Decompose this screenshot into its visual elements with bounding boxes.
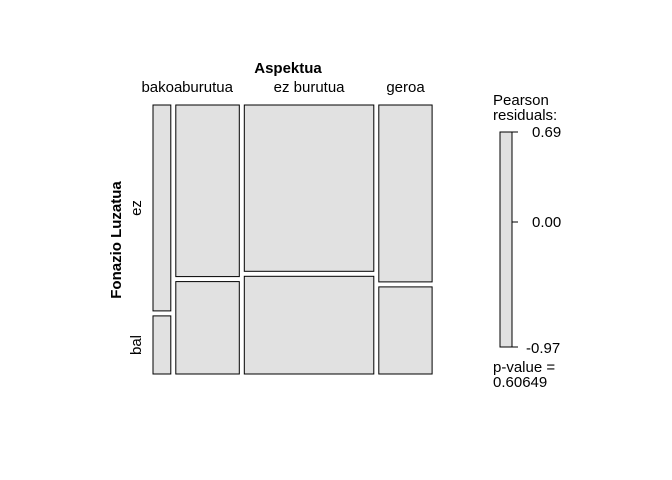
tile-burutua-bal bbox=[175, 281, 240, 375]
x-variable-label: Aspektua bbox=[254, 60, 322, 77]
tile-bakoa-ez bbox=[152, 104, 172, 312]
tile-geroa-bal bbox=[378, 286, 433, 375]
tile-ez-burutua-bal bbox=[243, 275, 375, 375]
row-label-bal: bal bbox=[128, 335, 145, 355]
row-labels: ez bal bbox=[128, 200, 145, 355]
column-label-ez-burutua: ez burutua bbox=[274, 79, 346, 96]
legend-label-mid: 0.00 bbox=[532, 214, 561, 231]
legend-label-max: 0.69 bbox=[532, 124, 561, 141]
column-label-bakoa: bakoa bbox=[141, 79, 183, 96]
legend-color-bar bbox=[499, 131, 513, 348]
column-label-geroa: geroa bbox=[386, 79, 425, 96]
legend-label-min: -0.97 bbox=[526, 340, 560, 357]
legend-title-line2: residuals: bbox=[493, 107, 557, 124]
mosaic-tiles bbox=[152, 104, 433, 375]
column-label-burutua: burutua bbox=[182, 79, 234, 96]
tile-burutua-ez bbox=[175, 104, 240, 278]
legend-title-line1: Pearson bbox=[493, 92, 549, 109]
p-value-label: p-value = bbox=[493, 359, 555, 376]
legend: Pearson residuals: 0.69 0.00 -0.97 p-val… bbox=[493, 92, 561, 391]
row-label-ez: ez bbox=[128, 200, 145, 216]
p-value-number: 0.60649 bbox=[493, 374, 547, 391]
tile-ez-burutua-ez bbox=[243, 104, 375, 272]
tile-geroa-ez bbox=[378, 104, 433, 283]
y-variable-label: Fonazio Luzatua bbox=[108, 181, 125, 299]
tile-bakoa-bal bbox=[152, 315, 172, 375]
column-labels: bakoa burutua ez burutua geroa bbox=[141, 79, 425, 96]
